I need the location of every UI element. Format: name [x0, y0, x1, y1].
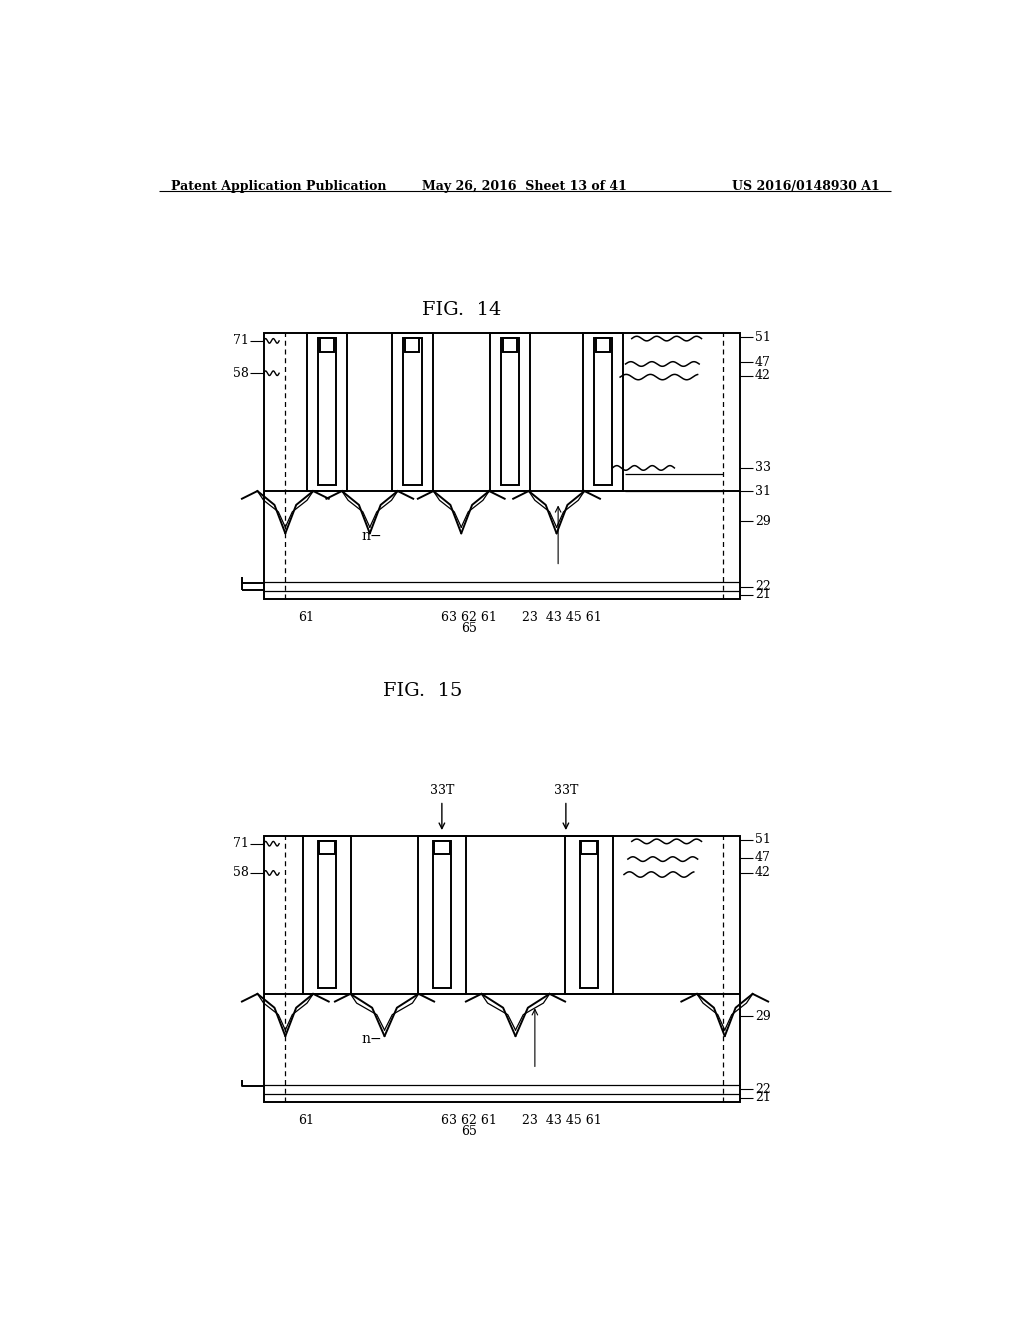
Text: 33T: 33T — [430, 784, 454, 797]
Text: 71: 71 — [233, 837, 249, 850]
Text: 63 62 61: 63 62 61 — [441, 1114, 497, 1127]
Bar — [434, 841, 450, 854]
Bar — [583, 333, 624, 491]
Text: n−: n− — [361, 529, 382, 544]
Bar — [596, 338, 610, 351]
Text: Patent Application Publication: Patent Application Publication — [171, 180, 386, 193]
Text: 29: 29 — [755, 1010, 771, 1023]
Text: 61: 61 — [298, 611, 314, 624]
Bar — [489, 333, 530, 491]
Bar — [263, 333, 740, 599]
Bar — [432, 841, 452, 987]
Text: 31: 31 — [755, 484, 771, 498]
Text: 51: 51 — [755, 833, 771, 846]
Bar — [418, 836, 466, 994]
Text: 33T: 33T — [554, 784, 579, 797]
Text: FIG.  14: FIG. 14 — [422, 301, 501, 319]
Text: 58: 58 — [233, 367, 249, 380]
Bar — [403, 338, 422, 484]
Bar — [392, 333, 432, 491]
Text: 58: 58 — [233, 866, 249, 879]
Bar — [565, 836, 613, 994]
Text: 22: 22 — [755, 1082, 771, 1096]
Text: n−: n− — [361, 1032, 382, 1047]
Text: 47: 47 — [755, 851, 771, 865]
Text: 21: 21 — [755, 1092, 771, 1105]
Text: 65: 65 — [461, 622, 477, 635]
Text: 33: 33 — [755, 462, 771, 474]
Bar — [317, 338, 337, 484]
Text: 47: 47 — [755, 356, 771, 370]
Text: 63 62 61: 63 62 61 — [441, 611, 497, 624]
Text: 21: 21 — [755, 589, 771, 602]
Text: 71: 71 — [233, 334, 249, 347]
Bar — [319, 841, 335, 854]
Text: FIG.  15: FIG. 15 — [383, 682, 462, 700]
Text: 65: 65 — [461, 1125, 477, 1138]
Text: 42: 42 — [755, 866, 771, 879]
Text: 23  43 45 61: 23 43 45 61 — [522, 1114, 602, 1127]
Bar — [503, 338, 517, 351]
Text: 51: 51 — [755, 330, 771, 343]
Bar — [582, 841, 597, 854]
Text: 29: 29 — [755, 515, 771, 528]
Bar — [263, 836, 740, 1102]
Bar — [303, 836, 351, 994]
Bar — [501, 338, 519, 484]
Text: 42: 42 — [755, 370, 771, 381]
Bar — [594, 338, 612, 484]
Text: 23  43 45 61: 23 43 45 61 — [522, 611, 602, 624]
Text: May 26, 2016  Sheet 13 of 41: May 26, 2016 Sheet 13 of 41 — [422, 180, 628, 193]
Text: 22: 22 — [755, 579, 771, 593]
Bar — [321, 338, 334, 351]
Bar — [406, 338, 420, 351]
Bar — [307, 333, 347, 491]
Text: US 2016/0148930 A1: US 2016/0148930 A1 — [732, 180, 880, 193]
Bar — [580, 841, 598, 987]
Text: 61: 61 — [298, 1114, 314, 1127]
Bar — [317, 841, 337, 987]
